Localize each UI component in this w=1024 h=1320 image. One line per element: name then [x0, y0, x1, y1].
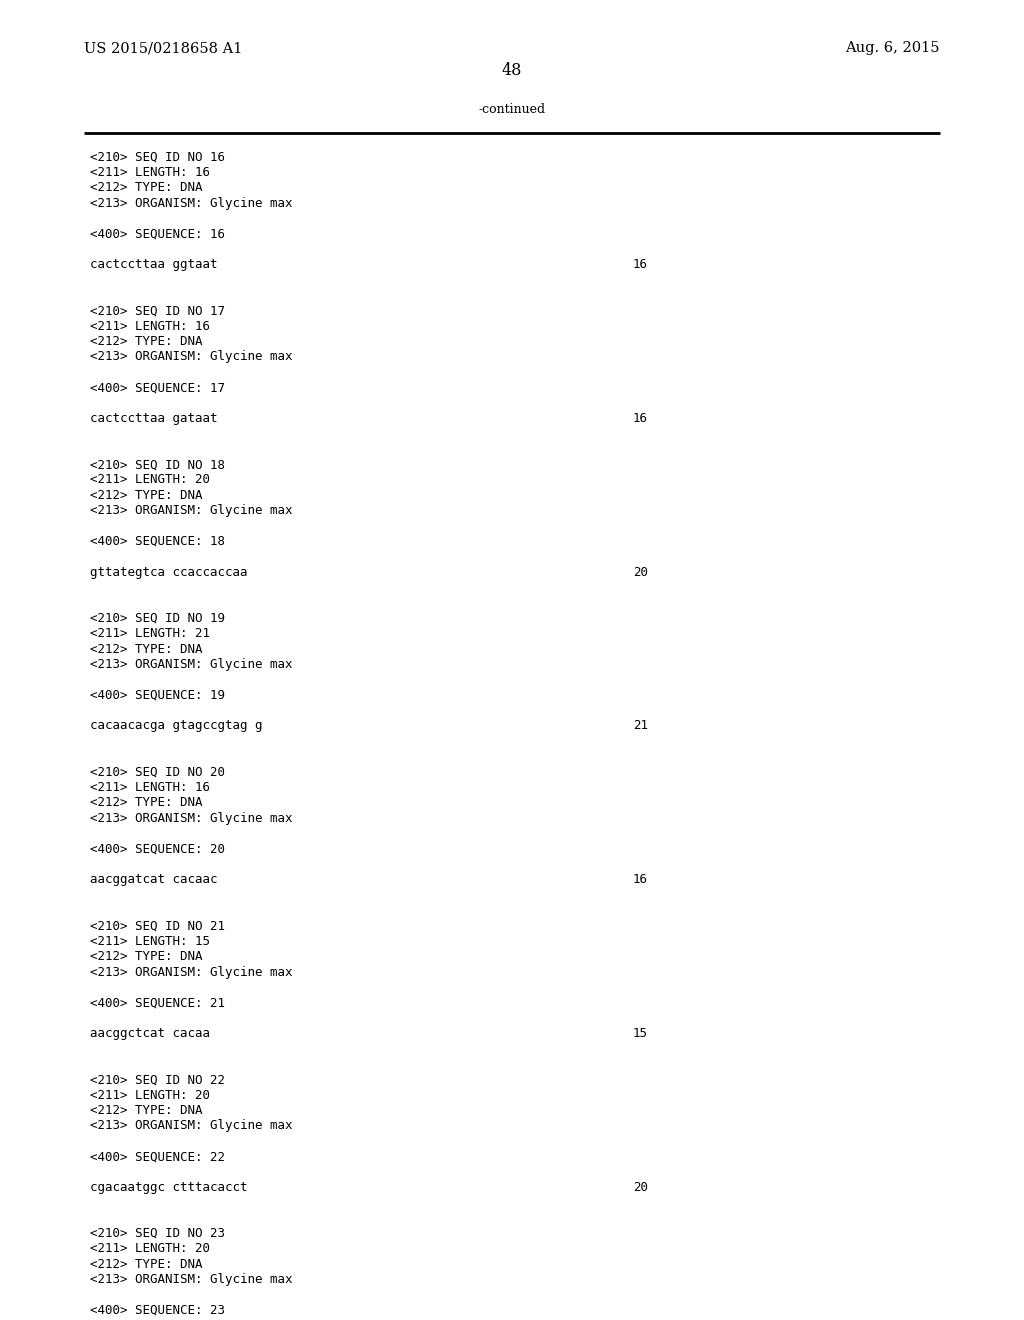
Text: <212> TYPE: DNA: <212> TYPE: DNA [90, 335, 203, 348]
Text: 20: 20 [633, 1181, 648, 1193]
Text: cgacaatggc ctttacacct: cgacaatggc ctttacacct [90, 1181, 248, 1193]
Text: <211> LENGTH: 16: <211> LENGTH: 16 [90, 319, 210, 333]
Text: <211> LENGTH: 20: <211> LENGTH: 20 [90, 1242, 210, 1255]
Text: <400> SEQUENCE: 18: <400> SEQUENCE: 18 [90, 535, 225, 548]
Text: cactccttaa gataat: cactccttaa gataat [90, 412, 218, 425]
Text: 21: 21 [633, 719, 648, 733]
Text: 48: 48 [502, 62, 522, 79]
Text: cacaacacga gtagccgtag g: cacaacacga gtagccgtag g [90, 719, 262, 733]
Text: <213> ORGANISM: Glycine max: <213> ORGANISM: Glycine max [90, 1272, 293, 1286]
Text: <211> LENGTH: 16: <211> LENGTH: 16 [90, 781, 210, 793]
Text: aacggctcat cacaa: aacggctcat cacaa [90, 1027, 210, 1040]
Text: 15: 15 [633, 1027, 648, 1040]
Text: <212> TYPE: DNA: <212> TYPE: DNA [90, 643, 203, 656]
Text: <213> ORGANISM: Glycine max: <213> ORGANISM: Glycine max [90, 197, 293, 210]
Text: US 2015/0218658 A1: US 2015/0218658 A1 [84, 41, 243, 55]
Text: <210> SEQ ID NO 22: <210> SEQ ID NO 22 [90, 1073, 225, 1086]
Text: <212> TYPE: DNA: <212> TYPE: DNA [90, 181, 203, 194]
Text: <212> TYPE: DNA: <212> TYPE: DNA [90, 796, 203, 809]
Text: cactccttaa ggtaat: cactccttaa ggtaat [90, 259, 218, 271]
Text: <213> ORGANISM: Glycine max: <213> ORGANISM: Glycine max [90, 657, 293, 671]
Text: <211> LENGTH: 16: <211> LENGTH: 16 [90, 166, 210, 178]
Text: <400> SEQUENCE: 20: <400> SEQUENCE: 20 [90, 842, 225, 855]
Text: 16: 16 [633, 874, 648, 886]
Text: aacggatcat cacaac: aacggatcat cacaac [90, 874, 218, 886]
Text: <400> SEQUENCE: 17: <400> SEQUENCE: 17 [90, 381, 225, 395]
Text: <400> SEQUENCE: 19: <400> SEQUENCE: 19 [90, 689, 225, 702]
Text: <212> TYPE: DNA: <212> TYPE: DNA [90, 950, 203, 964]
Text: <212> TYPE: DNA: <212> TYPE: DNA [90, 1104, 203, 1117]
Text: <211> LENGTH: 21: <211> LENGTH: 21 [90, 627, 210, 640]
Text: 16: 16 [633, 412, 648, 425]
Text: 20: 20 [633, 566, 648, 578]
Text: <211> LENGTH: 15: <211> LENGTH: 15 [90, 935, 210, 948]
Text: <213> ORGANISM: Glycine max: <213> ORGANISM: Glycine max [90, 504, 293, 517]
Text: <400> SEQUENCE: 22: <400> SEQUENCE: 22 [90, 1150, 225, 1163]
Text: <400> SEQUENCE: 21: <400> SEQUENCE: 21 [90, 997, 225, 1010]
Text: <400> SEQUENCE: 23: <400> SEQUENCE: 23 [90, 1304, 225, 1317]
Text: <211> LENGTH: 20: <211> LENGTH: 20 [90, 474, 210, 486]
Text: <210> SEQ ID NO 19: <210> SEQ ID NO 19 [90, 612, 225, 624]
Text: 16: 16 [633, 259, 648, 271]
Text: gttategtca ccaccaccaa: gttategtca ccaccaccaa [90, 566, 248, 578]
Text: <213> ORGANISM: Glycine max: <213> ORGANISM: Glycine max [90, 965, 293, 978]
Text: <400> SEQUENCE: 16: <400> SEQUENCE: 16 [90, 227, 225, 240]
Text: <210> SEQ ID NO 20: <210> SEQ ID NO 20 [90, 766, 225, 779]
Text: -continued: -continued [478, 103, 546, 116]
Text: Aug. 6, 2015: Aug. 6, 2015 [846, 41, 940, 55]
Text: <212> TYPE: DNA: <212> TYPE: DNA [90, 1258, 203, 1271]
Text: <213> ORGANISM: Glycine max: <213> ORGANISM: Glycine max [90, 1119, 293, 1133]
Text: <210> SEQ ID NO 21: <210> SEQ ID NO 21 [90, 920, 225, 932]
Text: <210> SEQ ID NO 18: <210> SEQ ID NO 18 [90, 458, 225, 471]
Text: <210> SEQ ID NO 23: <210> SEQ ID NO 23 [90, 1228, 225, 1239]
Text: <210> SEQ ID NO 17: <210> SEQ ID NO 17 [90, 305, 225, 317]
Text: <210> SEQ ID NO 16: <210> SEQ ID NO 16 [90, 150, 225, 164]
Text: <213> ORGANISM: Glycine max: <213> ORGANISM: Glycine max [90, 350, 293, 363]
Text: <212> TYPE: DNA: <212> TYPE: DNA [90, 488, 203, 502]
Text: <211> LENGTH: 20: <211> LENGTH: 20 [90, 1089, 210, 1101]
Text: <213> ORGANISM: Glycine max: <213> ORGANISM: Glycine max [90, 812, 293, 825]
